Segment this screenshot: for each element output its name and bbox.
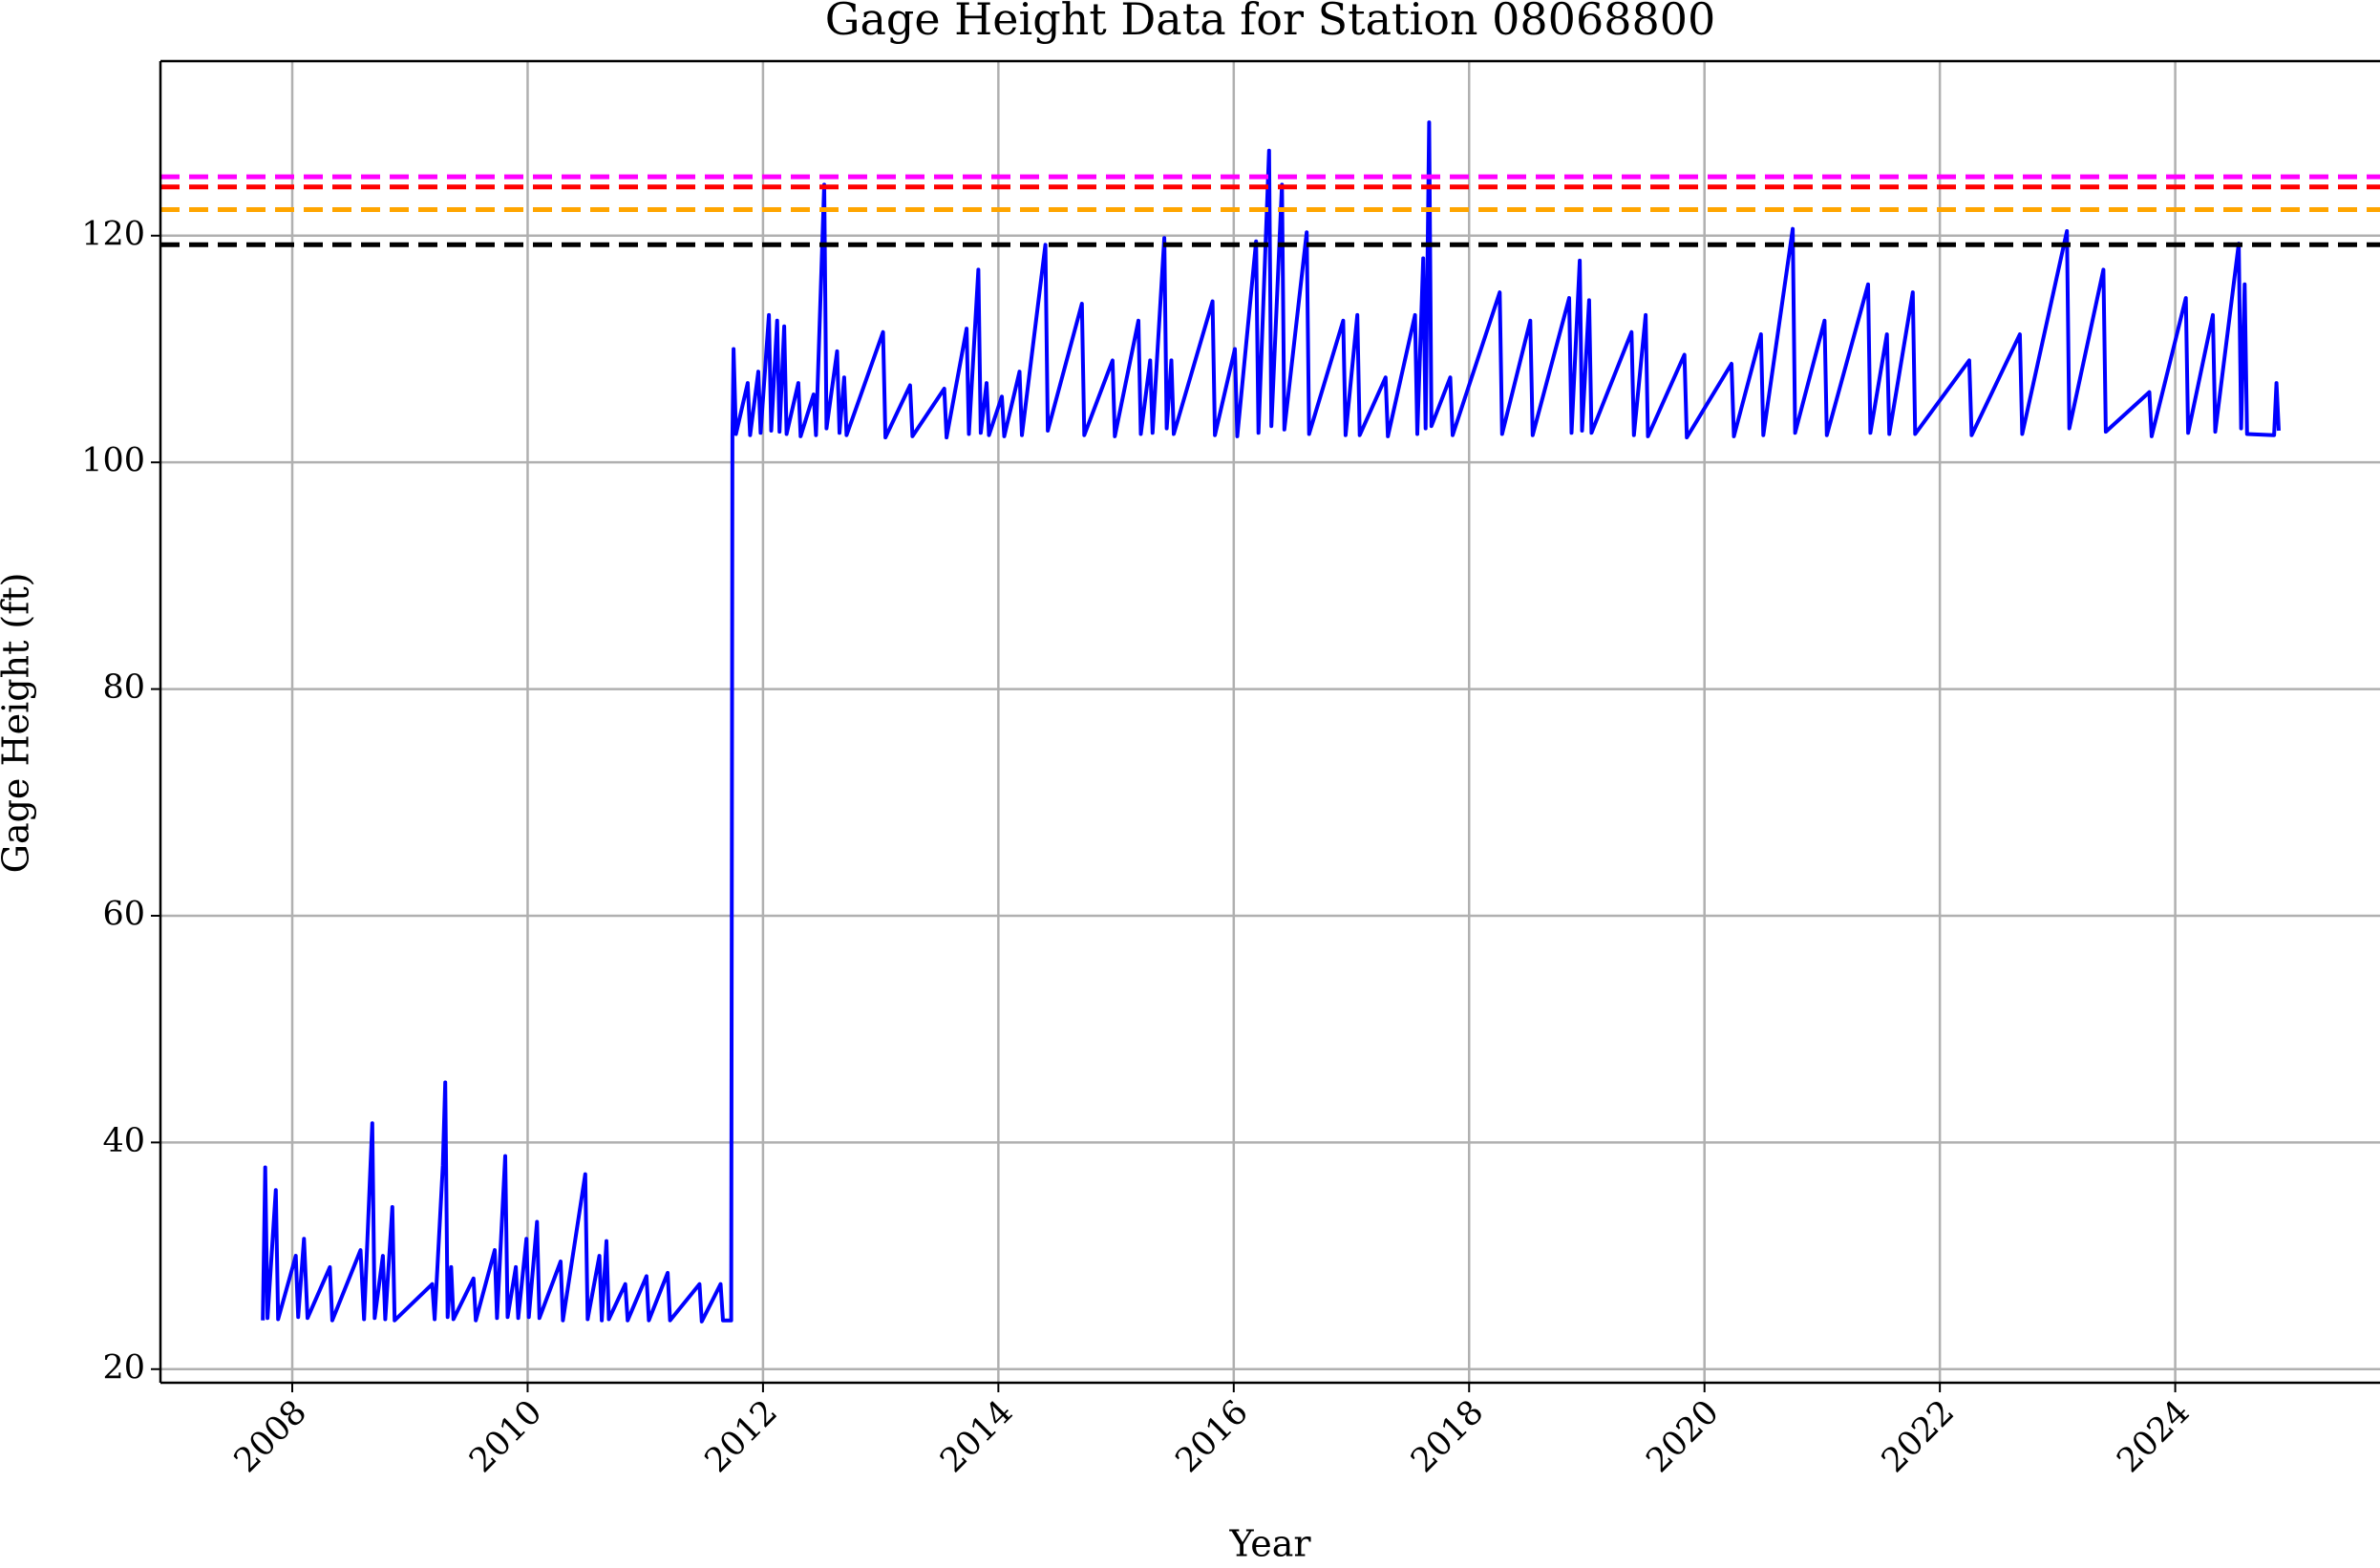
x-tick-label: 2016: [1169, 1393, 1256, 1480]
x-axis-label: Year: [1228, 1523, 1311, 1565]
x-tick-label: 2020: [1640, 1393, 1727, 1480]
y-tick-label: 120: [81, 215, 145, 253]
y-axis-label: Gage Height (ft): [0, 573, 37, 874]
data-line: [261, 120, 2281, 1324]
x-tick-label: 2024: [2110, 1393, 2197, 1480]
y-tick-label: 80: [102, 668, 145, 707]
x-tick-label: 2010: [462, 1393, 549, 1480]
y-tick-label: 60: [102, 895, 145, 933]
x-tick-label: 2012: [698, 1393, 785, 1480]
x-tick-label: 2022: [1875, 1393, 1962, 1480]
chart-title: Gage Height Data for Station 08068800: [825, 0, 1716, 45]
x-tick-label: 2018: [1404, 1393, 1491, 1480]
x-tick-label: 2008: [227, 1393, 314, 1480]
y-tick-label: 20: [102, 1348, 145, 1387]
y-tick-label: 100: [81, 442, 145, 480]
x-tick-label: 2014: [933, 1393, 1020, 1480]
y-tick-label: 40: [102, 1122, 145, 1160]
